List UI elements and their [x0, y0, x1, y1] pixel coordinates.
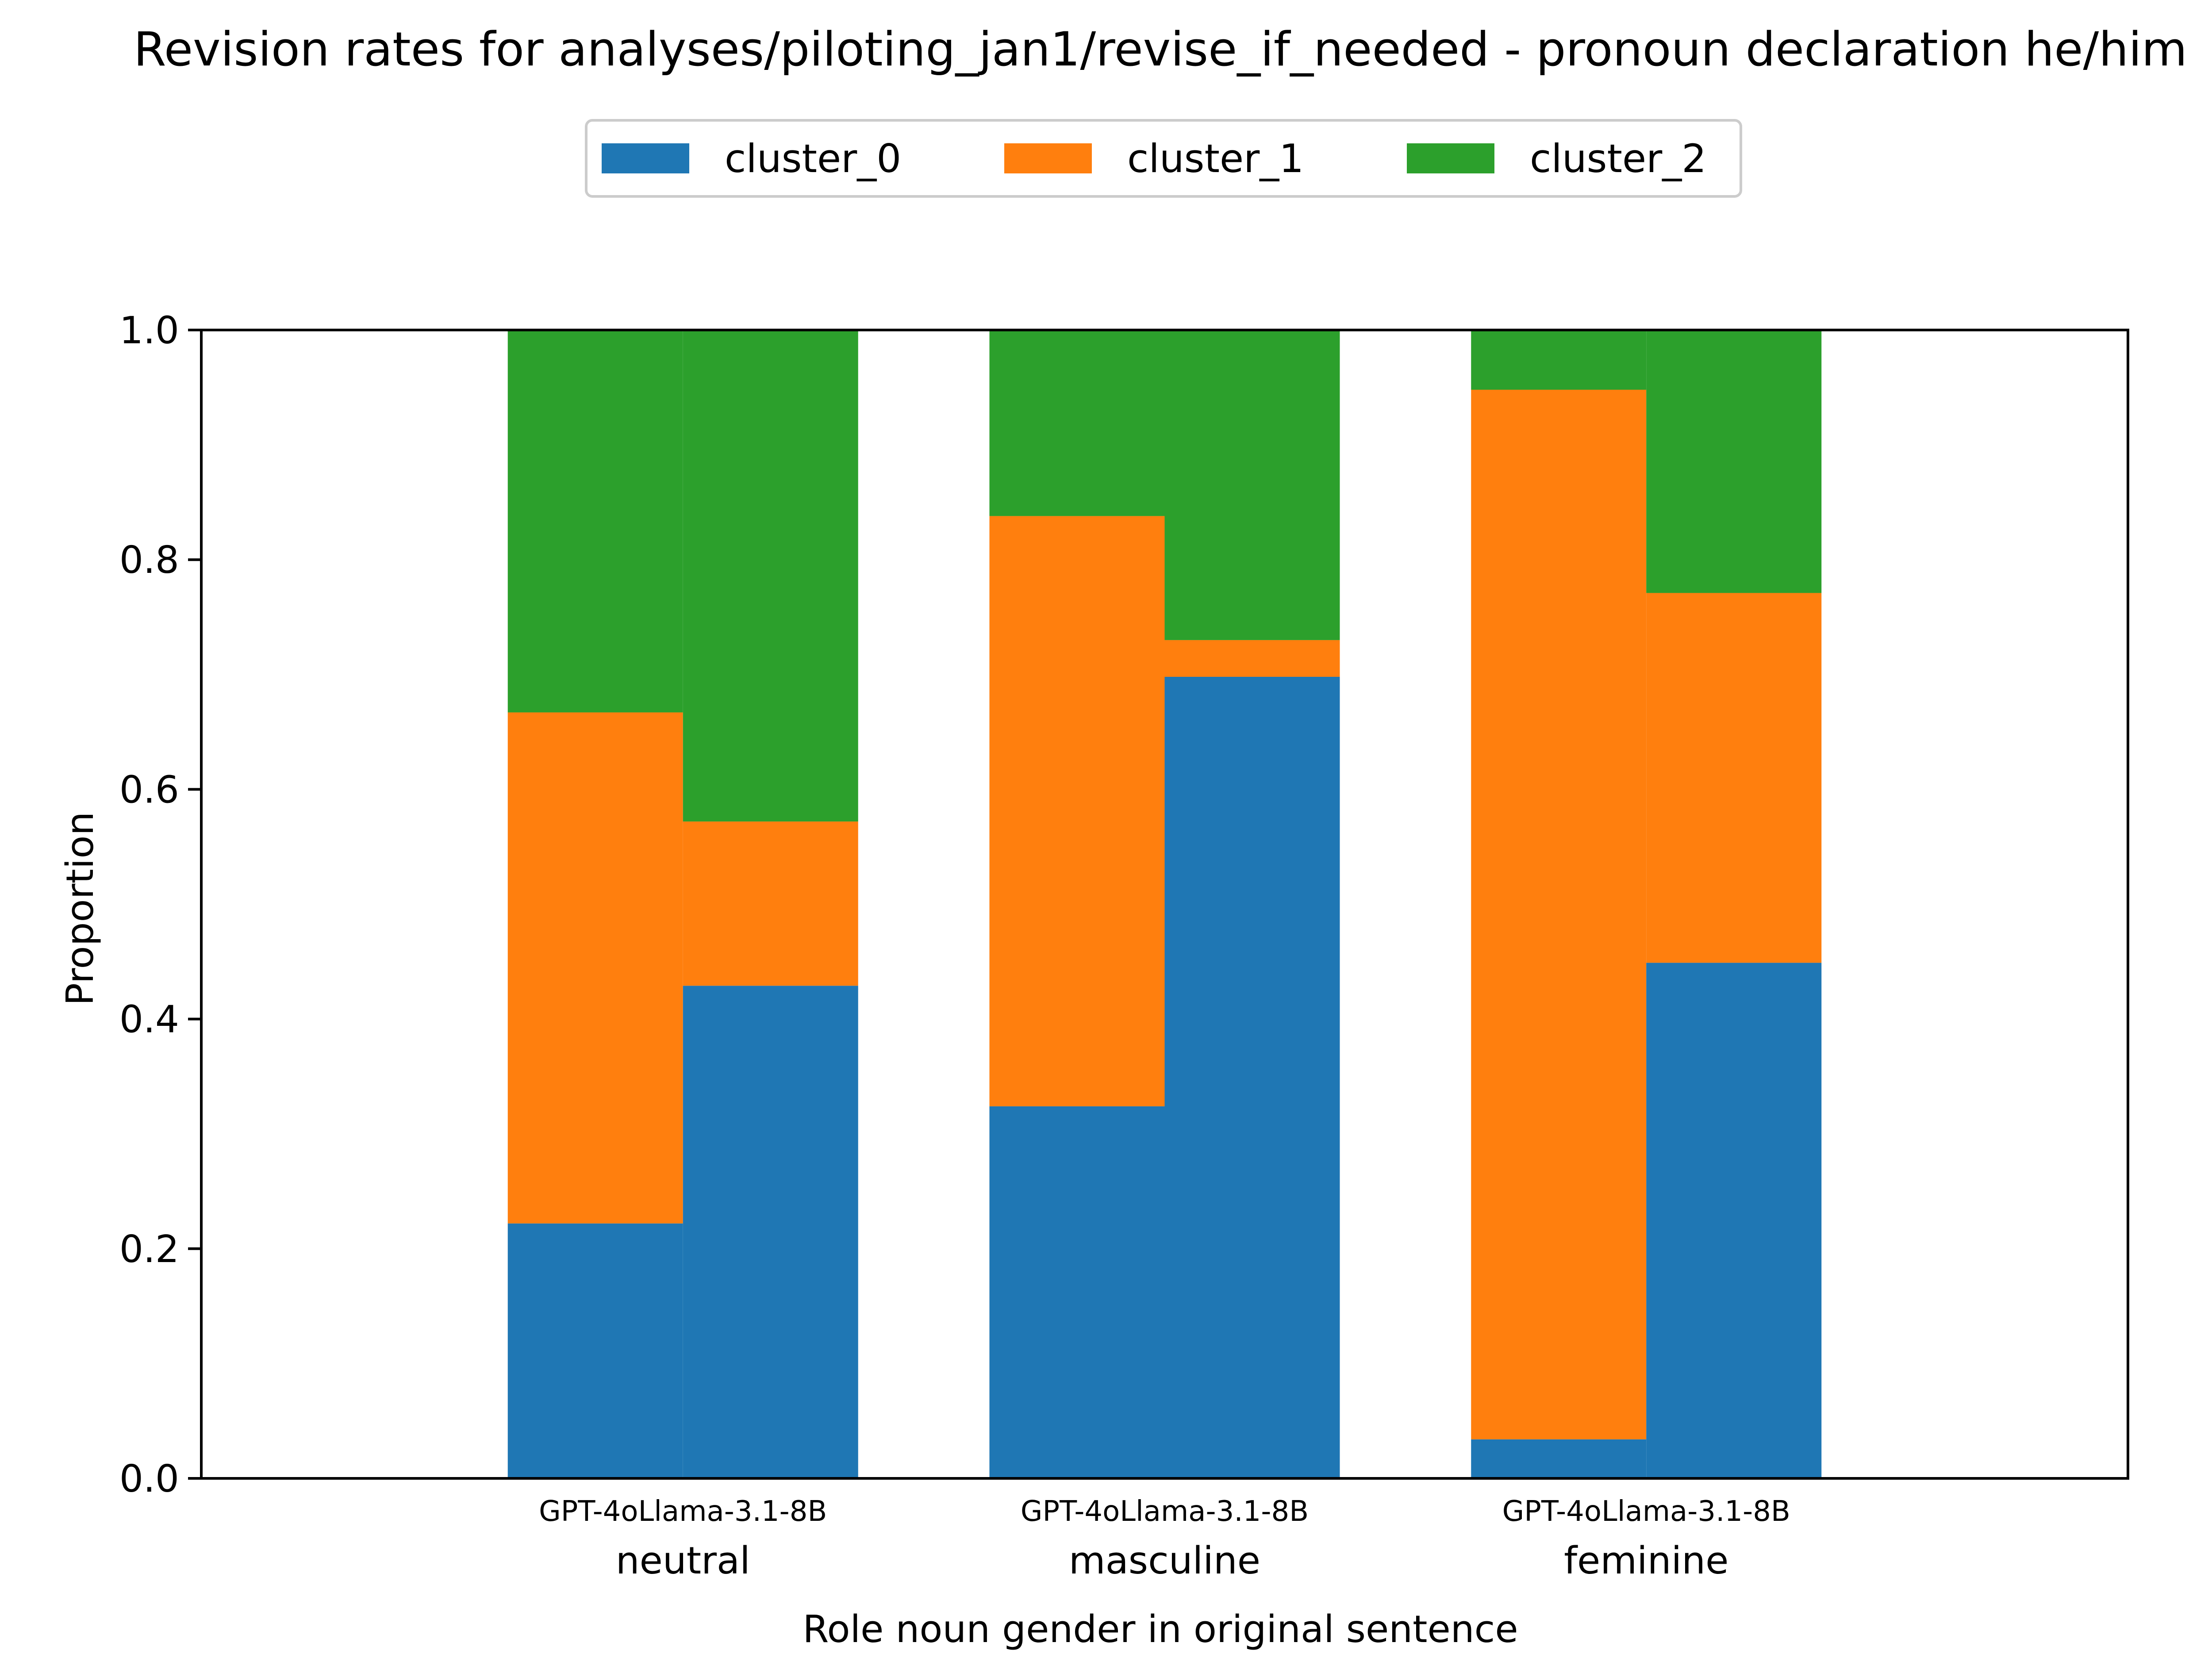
bar-cluster_2-feminine-GPT-4o [1471, 330, 1647, 390]
bar-cluster_0-feminine-GPT-4o [1471, 1439, 1647, 1478]
x-group-label-neutral: neutral [616, 1539, 750, 1583]
bar-cluster_1-neutral-GPT-4o [507, 712, 683, 1224]
bar-cluster_0-neutral-Llama-3.1-8B [683, 986, 858, 1478]
x-group-label-masculine: masculine [1069, 1539, 1260, 1583]
y-axis: 0.0 0.2 0.4 0.6 0.8 1.0 [119, 309, 201, 1501]
bar-cluster_0-masculine-Llama-3.1-8B [1164, 676, 1340, 1478]
x-axis: GPT-4oLlama-3.1-8B neutral GPT-4oLlama-3.1… [539, 1495, 1790, 1583]
bar-cluster_0-neutral-GPT-4o [507, 1223, 683, 1478]
bar-cluster_2-neutral-GPT-4o [507, 330, 683, 713]
x-axis-label: Role noun gender in original sentence [803, 1608, 1518, 1651]
y-axis-label: Proportion [58, 812, 102, 1006]
bar-cluster_0-feminine-Llama-3.1-8B [1646, 963, 1822, 1478]
x-tick-label-models: GPT-4oLlama-3.1-8B [539, 1495, 827, 1528]
chart-legend: cluster_0 cluster_1 cluster_2 [585, 119, 1742, 198]
y-tick-label: 0.4 [119, 998, 179, 1042]
legend-label-cluster_2: cluster_2 [1530, 136, 1706, 181]
y-tick-label: 0.0 [119, 1457, 179, 1501]
chart-title: Revision rates for analyses/piloting_jan… [134, 22, 2187, 77]
bar-cluster_1-masculine-GPT-4o [989, 516, 1165, 1106]
bar-cluster_2-masculine-Llama-3.1-8B [1164, 330, 1340, 640]
bar-cluster_1-masculine-Llama-3.1-8B [1164, 640, 1340, 677]
x-tick-label-models: GPT-4oLlama-3.1-8B [1021, 1495, 1309, 1528]
bar-cluster_1-feminine-Llama-3.1-8B [1646, 593, 1822, 963]
bar-cluster_2-masculine-GPT-4o [989, 330, 1165, 516]
legend-frame [585, 119, 1742, 198]
y-tick-label: 0.6 [119, 768, 179, 812]
bar-cluster_1-feminine-GPT-4o [1471, 389, 1647, 1439]
plot-frame [200, 329, 2129, 1480]
bar-cluster_0-masculine-GPT-4o [989, 1106, 1165, 1478]
bar-cluster_2-neutral-Llama-3.1-8B [683, 330, 858, 822]
y-tick-label: 0.2 [119, 1228, 179, 1271]
bar-area [507, 330, 1822, 1478]
y-tick-label: 1.0 [119, 309, 179, 353]
y-tick-label: 0.8 [119, 538, 179, 582]
legend-label-cluster_0: cluster_0 [725, 136, 901, 181]
legend-swatch-cluster_0 [602, 143, 689, 173]
x-group-label-feminine: feminine [1564, 1539, 1728, 1583]
legend-swatch-cluster_2 [1407, 143, 1494, 173]
x-tick-label-models: GPT-4oLlama-3.1-8B [1502, 1495, 1790, 1528]
bar-cluster_2-feminine-Llama-3.1-8B [1646, 330, 1822, 593]
legend-swatch-cluster_1 [1004, 143, 1092, 173]
bar-cluster_1-neutral-Llama-3.1-8B [683, 821, 858, 986]
legend-label-cluster_1: cluster_1 [1127, 136, 1304, 181]
